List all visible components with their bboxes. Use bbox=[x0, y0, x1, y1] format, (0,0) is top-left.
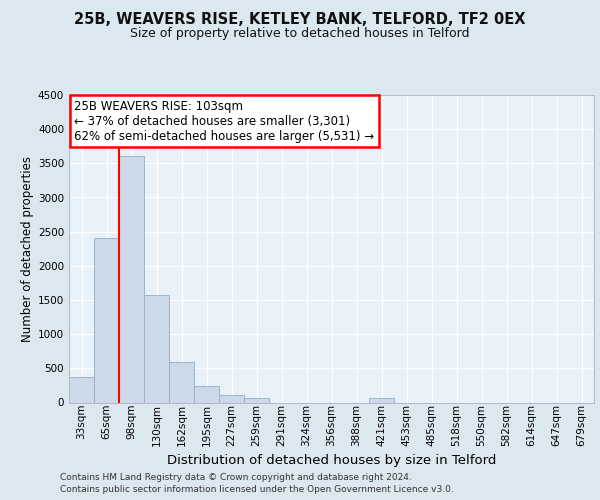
Bar bbox=[69, 377, 94, 402]
Bar bbox=[144, 294, 169, 403]
Bar bbox=[194, 386, 219, 402]
Text: Size of property relative to detached houses in Telford: Size of property relative to detached ho… bbox=[130, 28, 470, 40]
Bar bbox=[119, 156, 144, 402]
Text: Contains public sector information licensed under the Open Government Licence v3: Contains public sector information licen… bbox=[60, 485, 454, 494]
Text: 25B, WEAVERS RISE, KETLEY BANK, TELFORD, TF2 0EX: 25B, WEAVERS RISE, KETLEY BANK, TELFORD,… bbox=[74, 12, 526, 28]
X-axis label: Distribution of detached houses by size in Telford: Distribution of detached houses by size … bbox=[167, 454, 496, 468]
Text: 25B WEAVERS RISE: 103sqm
← 37% of detached houses are smaller (3,301)
62% of sem: 25B WEAVERS RISE: 103sqm ← 37% of detach… bbox=[74, 100, 374, 142]
Bar bbox=[244, 398, 269, 402]
Bar bbox=[369, 398, 394, 402]
Bar bbox=[219, 395, 244, 402]
Bar bbox=[94, 238, 119, 402]
Text: Contains HM Land Registry data © Crown copyright and database right 2024.: Contains HM Land Registry data © Crown c… bbox=[60, 472, 412, 482]
Y-axis label: Number of detached properties: Number of detached properties bbox=[21, 156, 34, 342]
Bar bbox=[169, 362, 194, 403]
